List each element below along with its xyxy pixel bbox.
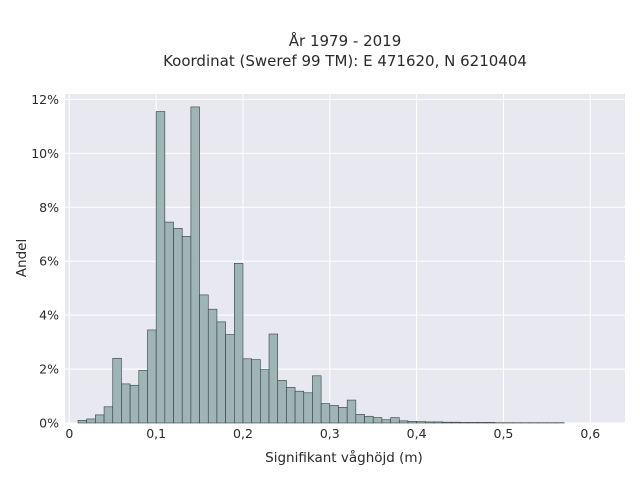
x-tick-label: 0	[65, 426, 73, 441]
histogram-bar	[208, 309, 217, 423]
histogram-bar	[139, 370, 148, 423]
histogram-bar	[243, 359, 252, 423]
histogram-bar	[278, 380, 287, 423]
histogram-bar	[252, 360, 261, 423]
histogram-bar	[174, 228, 183, 423]
histogram-bar	[191, 107, 200, 423]
chart-subtitle: Koordinat (Sweref 99 TM): E 471620, N 62…	[163, 52, 527, 70]
histogram-bar	[356, 414, 365, 423]
x-tick-label: 0,3	[320, 426, 340, 441]
y-tick-label: 6%	[39, 254, 59, 269]
histogram-bar	[408, 421, 417, 423]
histogram-bar	[260, 370, 269, 423]
histogram-bar	[330, 405, 339, 423]
histogram-bar	[226, 335, 235, 423]
histogram-bar	[382, 420, 391, 423]
histogram-bar	[234, 263, 243, 423]
histogram-bar	[417, 422, 426, 423]
histogram-bar	[477, 422, 486, 423]
histogram-bar	[312, 376, 321, 423]
histogram-bar	[104, 407, 113, 423]
histogram-bar	[460, 422, 469, 423]
histogram-bar	[469, 422, 478, 423]
x-axis-label: Signifikant våghöjd (m)	[265, 449, 423, 466]
histogram-bar	[182, 236, 191, 423]
histogram-bar	[269, 334, 278, 423]
histogram-bar	[347, 400, 356, 423]
histogram-bar	[304, 393, 313, 423]
histogram-bar	[321, 404, 330, 423]
x-tick-label: 0,5	[494, 426, 514, 441]
histogram-bar	[338, 407, 347, 423]
histogram-bar	[87, 419, 96, 423]
histogram-bar	[443, 422, 452, 423]
histogram-bar	[399, 421, 408, 423]
histogram-bar	[365, 416, 374, 423]
y-tick-label: 10%	[31, 146, 59, 161]
histogram-bar	[451, 422, 460, 423]
histogram-bar	[486, 422, 495, 423]
y-axis-label: Andel	[14, 239, 30, 277]
histogram-bar	[95, 415, 104, 423]
y-tick-label: 0%	[39, 416, 59, 431]
y-tick-labels: 0% 2% 4% 6% 8% 10% 12%	[31, 92, 59, 431]
histogram-bar	[217, 322, 226, 423]
histogram-bar	[200, 295, 209, 423]
histogram-bar	[78, 420, 87, 423]
histogram-bar	[434, 422, 443, 423]
y-tick-label: 8%	[39, 200, 59, 215]
histogram-bar	[391, 418, 400, 423]
y-tick-label: 12%	[31, 92, 59, 107]
histogram-bar	[121, 384, 130, 423]
x-tick-label: 0,2	[233, 426, 253, 441]
histogram-bar	[286, 387, 295, 423]
y-tick-label: 2%	[39, 362, 59, 377]
histogram-bar	[130, 385, 139, 423]
histogram-bar	[113, 358, 122, 423]
histogram-bar	[373, 418, 382, 423]
x-tick-labels: 0 0,1 0,2 0,3 0,4 0,5 0,6	[65, 426, 600, 441]
histogram-bar	[156, 112, 165, 423]
y-tick-label: 4%	[39, 308, 59, 323]
x-tick-label: 0,1	[146, 426, 166, 441]
histogram-bar	[165, 222, 174, 423]
histogram-bar	[295, 391, 304, 423]
x-tick-label: 0,4	[407, 426, 427, 441]
histogram-bar	[425, 422, 434, 423]
chart-title: År 1979 - 2019	[289, 31, 402, 50]
x-tick-label: 0,6	[580, 426, 600, 441]
histogram-bar	[147, 330, 156, 423]
